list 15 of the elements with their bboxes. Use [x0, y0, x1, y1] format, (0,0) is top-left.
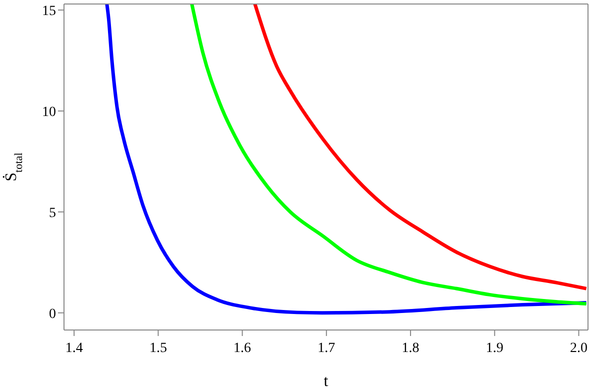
line-series — [190, 4, 588, 306]
y-tick-label: 0 — [49, 306, 56, 322]
x-axis-title: t — [324, 373, 329, 388]
y-tick-label: 10 — [42, 104, 56, 120]
x-tick-label: 1.6 — [234, 340, 252, 356]
y-tick-label: 15 — [42, 4, 56, 20]
line-series — [105, 4, 588, 315]
x-tick-label: 1.8 — [402, 340, 420, 356]
y-tick-label: 5 — [49, 206, 56, 221]
x-tick-label: 1.9 — [486, 340, 504, 356]
line-series — [253, 4, 588, 290]
x-tick-label: 1.7 — [318, 340, 336, 356]
x-tick-label: 1.4 — [65, 340, 83, 356]
x-tick-label: 1.5 — [149, 340, 167, 356]
x-tick-label: 2.0 — [570, 340, 588, 356]
